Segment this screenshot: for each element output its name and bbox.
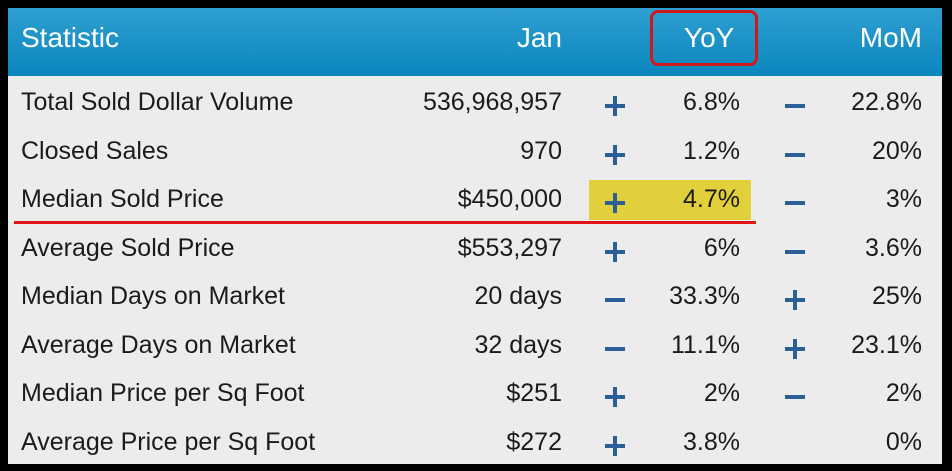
table-row: Average Price per Sq Foot $272 3.8% 0% bbox=[8, 419, 942, 465]
row-yoy-value: 3.8% bbox=[683, 427, 740, 456]
row-mom-value: 0% bbox=[885, 427, 922, 456]
row-jan-value: $450,000 bbox=[457, 185, 562, 213]
row-mom-value: 23.1% bbox=[851, 330, 922, 359]
row-label: Median Days on Market bbox=[21, 282, 286, 310]
row-mom-value: 20% bbox=[871, 136, 922, 165]
row-jan-value: 970 bbox=[520, 136, 562, 165]
yoy-highlight-box bbox=[650, 10, 758, 66]
minus-icon bbox=[784, 144, 806, 166]
table-row: Median Sold Price $450,000 4.7% 3% bbox=[8, 176, 942, 224]
plus-icon bbox=[784, 338, 806, 360]
plus-icon bbox=[604, 386, 626, 408]
row-yoy-value: 6.8% bbox=[683, 88, 740, 116]
row-label: Median Sold Price bbox=[21, 185, 224, 213]
row-jan-value: 32 days bbox=[474, 330, 562, 359]
row-mom-value: 2% bbox=[885, 379, 922, 407]
row-label: Median Price per Sq Foot bbox=[21, 379, 305, 407]
row-jan-value: $553,297 bbox=[457, 233, 562, 262]
plus-icon bbox=[604, 241, 626, 263]
plus-icon bbox=[784, 289, 806, 311]
row-jan-value: 20 days bbox=[474, 282, 562, 310]
row-label: Total Sold Dollar Volume bbox=[21, 88, 294, 116]
header-yoy: YoY bbox=[684, 22, 735, 53]
table-row: Median Price per Sq Foot $251 2% 2% bbox=[8, 370, 942, 418]
minus-icon bbox=[604, 338, 626, 360]
table-header: Statistic Jan YoY MoM bbox=[8, 8, 942, 76]
minus-icon bbox=[784, 386, 806, 408]
row-yoy-value: 33.3% bbox=[669, 282, 740, 310]
row-mom-value: 3.6% bbox=[865, 233, 922, 262]
row-yoy-value: 2% bbox=[703, 379, 740, 407]
plus-icon bbox=[604, 435, 626, 457]
plus-icon bbox=[604, 144, 626, 166]
row-mom-value: 22.8% bbox=[851, 88, 922, 116]
row-label: Average Sold Price bbox=[21, 233, 235, 262]
header-mom: MoM bbox=[859, 22, 922, 53]
plus-icon bbox=[604, 95, 626, 117]
row-jan-value: $272 bbox=[506, 427, 562, 456]
row-jan-value: 536,968,957 bbox=[422, 88, 562, 116]
table-row: Total Sold Dollar Volume 536,968,957 6.8% 2… bbox=[8, 79, 942, 127]
median-sold-price-underline bbox=[14, 221, 756, 224]
minus-icon bbox=[784, 95, 806, 117]
row-yoy-value: 6% bbox=[703, 233, 740, 262]
plus-icon bbox=[604, 192, 626, 214]
table-row: Median Days on Market 20 days 33.3% 25% bbox=[8, 273, 942, 321]
row-yoy-value: 4.7% bbox=[683, 185, 740, 213]
minus-icon bbox=[784, 241, 806, 263]
stats-table: Statistic Jan YoY MoM Total Sold Dollar … bbox=[8, 8, 942, 464]
row-label: Average Days on Market bbox=[21, 330, 296, 359]
row-mom-value: 25% bbox=[871, 282, 922, 310]
row-label: Average Price per Sq Foot bbox=[21, 427, 316, 456]
header-jan: Jan bbox=[516, 22, 562, 53]
header-statistic: Statistic bbox=[21, 22, 120, 53]
row-yoy-value: 1.2% bbox=[683, 136, 740, 165]
table-row: Closed Sales 970 1.2% 20% bbox=[8, 128, 942, 176]
minus-icon bbox=[784, 192, 806, 214]
table-row: Average Sold Price $553,297 6% 3.6% bbox=[8, 225, 942, 273]
row-label: Closed Sales bbox=[21, 136, 169, 165]
minus-icon bbox=[604, 289, 626, 311]
table-row: Average Days on Market 32 days 11.1% 23.1% bbox=[8, 322, 942, 370]
row-jan-value: $251 bbox=[506, 379, 562, 407]
row-mom-value: 3% bbox=[885, 185, 922, 213]
row-yoy-value: 11.1% bbox=[670, 330, 740, 359]
